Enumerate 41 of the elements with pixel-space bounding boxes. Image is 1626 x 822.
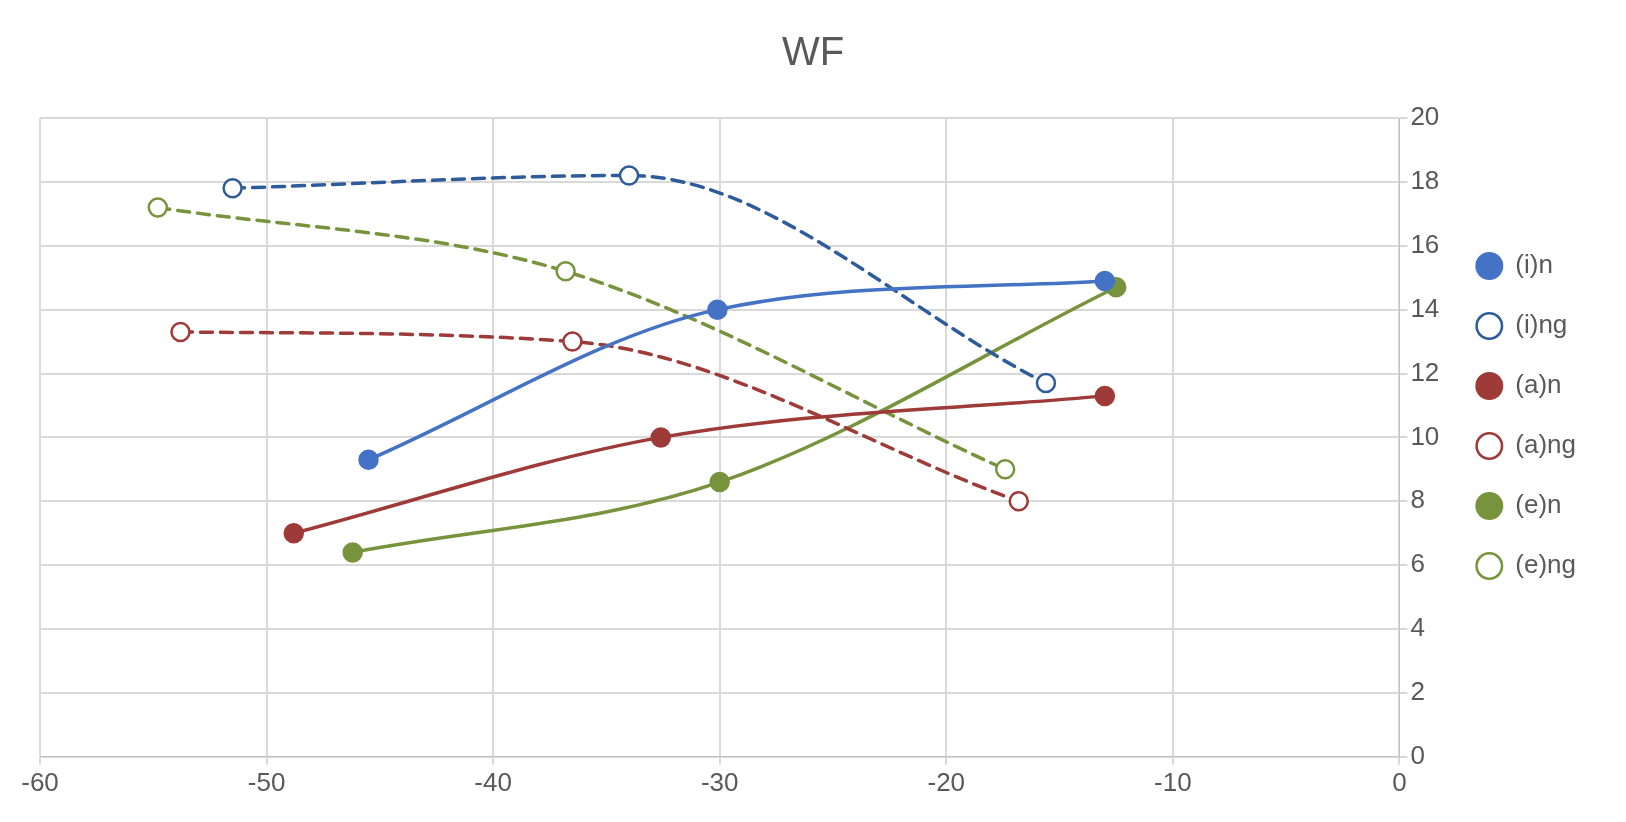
- point: [1035, 372, 1057, 394]
- point: [147, 197, 169, 218]
- y-tick-label: 4: [1410, 612, 1425, 643]
- y-tick-label: 12: [1410, 356, 1440, 387]
- point: [709, 471, 730, 493]
- point: [562, 331, 583, 352]
- y-tick-label: 10: [1410, 420, 1440, 451]
- y-tick-label: 0: [1410, 739, 1425, 770]
- legend-label: (e)ng: [1515, 549, 1577, 580]
- point: [283, 522, 304, 544]
- y-tick-label: 6: [1410, 548, 1425, 579]
- point: [707, 299, 728, 320]
- point: [650, 427, 672, 448]
- y-tick-label: 18: [1410, 165, 1440, 196]
- point: [1094, 270, 1116, 292]
- point: [1094, 385, 1116, 407]
- point: [342, 542, 363, 563]
- legend-label: (i)ng: [1515, 309, 1568, 340]
- y-tick-label: 14: [1410, 292, 1440, 323]
- point: [170, 321, 191, 343]
- point: [222, 178, 243, 199]
- x-tick-label: -30: [700, 766, 739, 797]
- legend-label: (e)n: [1515, 489, 1562, 520]
- x-tick-label: -40: [474, 766, 512, 797]
- point: [618, 165, 640, 186]
- x-tick-label: -10: [1154, 766, 1192, 797]
- legend-label: (a)n: [1515, 369, 1562, 400]
- chart-title: WF: [781, 29, 845, 74]
- point: [358, 449, 379, 471]
- point: [1008, 491, 1030, 512]
- x-tick-label: -60: [21, 766, 59, 797]
- x-tick-label: -50: [247, 766, 286, 797]
- y-tick-label: 2: [1410, 676, 1425, 707]
- y-tick-label: 8: [1410, 484, 1425, 515]
- x-tick-label: -20: [927, 766, 966, 797]
- legend-label: (a)ng: [1515, 429, 1577, 460]
- y-tick-label: 20: [1410, 101, 1440, 132]
- y-tick-label: 16: [1410, 228, 1440, 259]
- legend-label: (i)n: [1515, 249, 1553, 280]
- point: [555, 261, 576, 282]
- point: [994, 459, 1016, 480]
